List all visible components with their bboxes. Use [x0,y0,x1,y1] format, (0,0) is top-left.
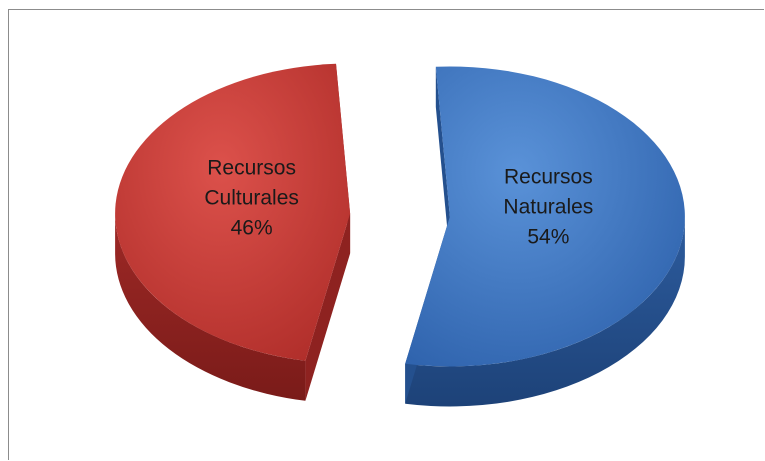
pie-slice-top-0 [405,66,685,367]
slice-value-label: 46% [231,217,273,240]
pie-slice-0 [405,66,685,407]
pie-slice-1 [115,63,351,401]
pie-slice-side-0 [405,216,685,407]
slice-label-0: Recursos Naturales 54% [503,165,593,248]
pie-slice-side-1 [115,213,306,401]
pie-slice-cut-1 [305,213,351,401]
slice-label-1: Recursos Culturales 46% [204,157,299,240]
slice-name-line: Recursos [504,165,593,188]
slice-name-line: Recursos [207,157,296,180]
slice-value-label: 54% [527,225,569,248]
slice-name-line: Culturales [204,187,299,210]
slice-name-line: Naturales [503,195,593,218]
pie-slice-cut-0 [435,66,450,257]
pie-slice-top-1 [115,63,351,361]
